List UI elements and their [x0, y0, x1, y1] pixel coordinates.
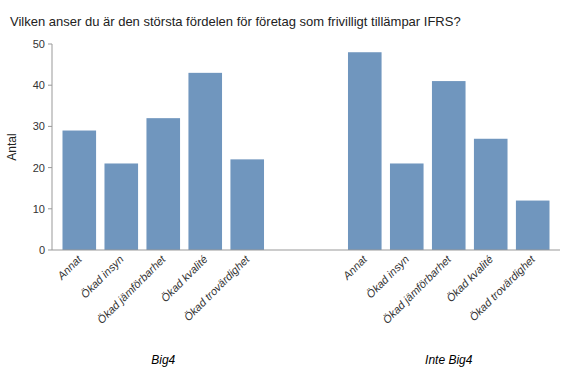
- x-axis-line: [52, 250, 560, 251]
- bar: [432, 81, 466, 250]
- y-tick: [48, 44, 52, 45]
- y-tick-label: 0: [39, 244, 45, 256]
- y-tick: [48, 250, 52, 251]
- bar: [104, 163, 138, 250]
- x-tick-label: Ökad trovärdighet: [467, 252, 538, 323]
- y-tick: [48, 167, 52, 168]
- bar: [230, 159, 264, 250]
- bar: [474, 139, 508, 250]
- bar: [348, 52, 382, 250]
- y-tick-label: 20: [33, 162, 45, 174]
- bar: [516, 201, 550, 250]
- bar: [146, 118, 180, 250]
- bars: [62, 52, 549, 250]
- y-tick-label: 50: [33, 38, 45, 50]
- bar: [188, 73, 222, 250]
- x-tick-label: Ökad jämförbarhet: [380, 252, 454, 326]
- y-axis-label: Antal: [5, 133, 19, 160]
- y-tick: [48, 208, 52, 209]
- x-tick-label: Ökad trovärdighet: [181, 252, 252, 323]
- group-label: Inte Big4: [425, 353, 473, 367]
- x-tick-label: Annat: [340, 252, 370, 282]
- x-tick-label: Ökad jämförbarhet: [95, 252, 169, 326]
- y-tick-label: 30: [33, 120, 45, 132]
- x-tick-label: Annat: [54, 252, 84, 282]
- group-label: Big4: [151, 353, 175, 367]
- chart: Vilken anser du är den största fördelen …: [0, 0, 576, 384]
- bar: [62, 131, 96, 250]
- bar: [390, 163, 424, 250]
- y-tick: [48, 126, 52, 127]
- y-axis-line: [52, 44, 53, 250]
- y-tick-label: 40: [33, 79, 45, 91]
- title: Vilken anser du är den största fördelen …: [10, 14, 461, 29]
- y-tick: [48, 85, 52, 86]
- y-tick-label: 10: [33, 203, 45, 215]
